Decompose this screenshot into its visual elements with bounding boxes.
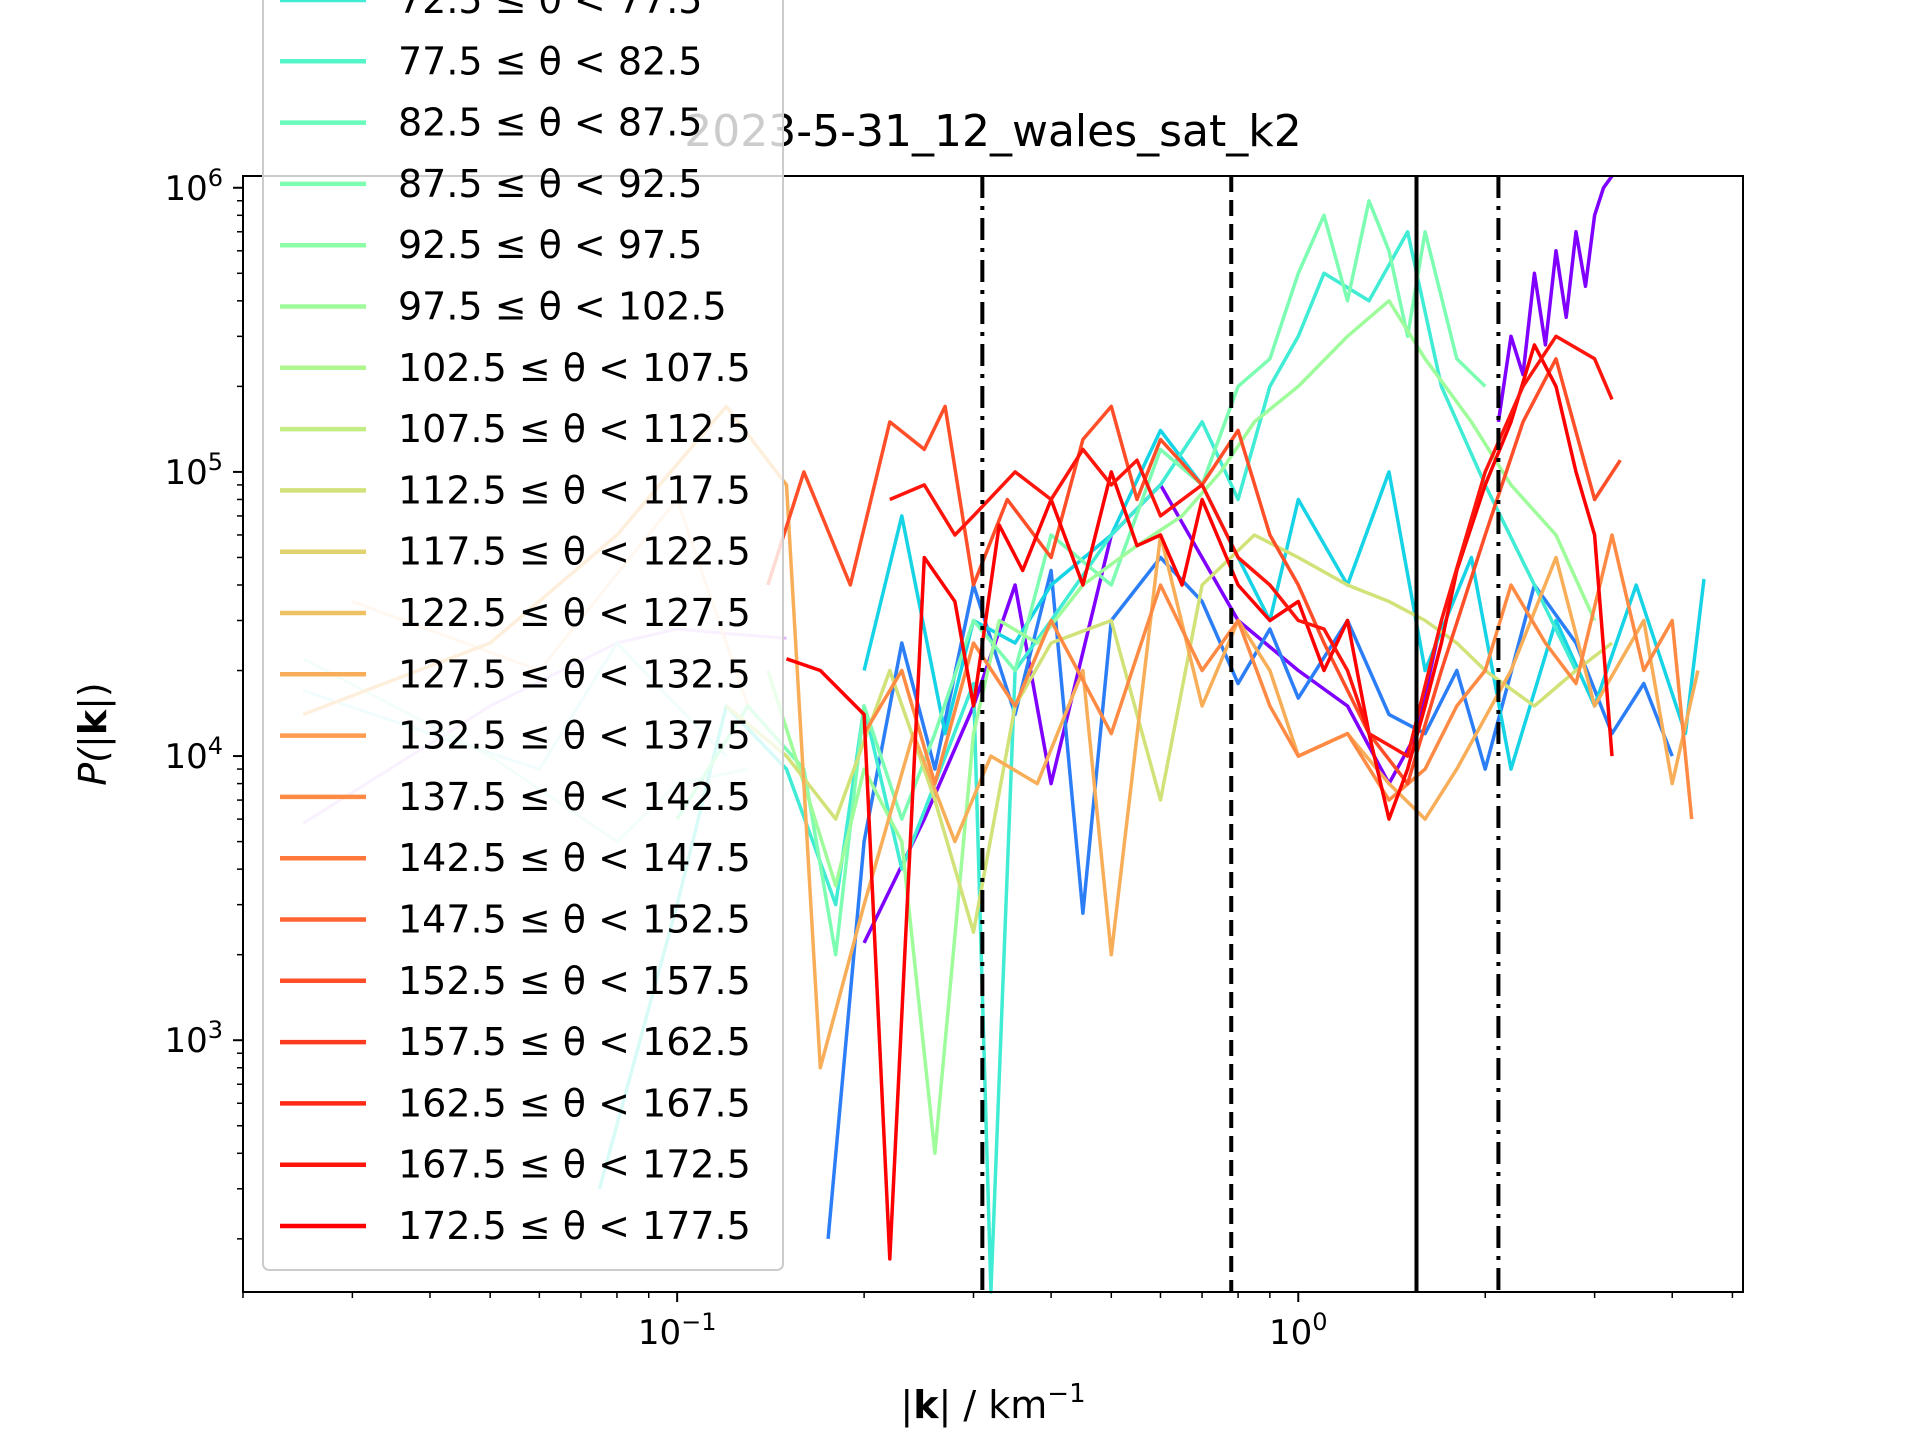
legend-label: 77.5 ≤ θ < 82.5 (398, 39, 702, 83)
y-ticks: 103 104 105 106 (164, 164, 243, 1240)
x-tick-label: 10−1 (638, 1308, 717, 1353)
y-axis-label: P(|k|) (71, 682, 116, 785)
legend-label: 112.5 ≤ θ < 117.5 (398, 468, 751, 512)
legend-label: 157.5 ≤ θ < 162.5 (398, 1020, 751, 1064)
series-line-yellowgreen (725, 533, 1614, 934)
legend-label: 142.5 ≤ θ < 147.5 (398, 836, 751, 880)
reference-lines (980, 176, 1501, 1292)
y-tick-label: 104 (164, 732, 223, 777)
legend-label: 72.5 ≤ θ < 77.5 (398, 0, 702, 22)
legend-label: 162.5 ≤ θ < 167.5 (398, 1081, 751, 1125)
legend-label: 137.5 ≤ θ < 142.5 (398, 775, 751, 819)
series-line-purple (1496, 174, 1614, 423)
legend-label: 97.5 ≤ θ < 102.5 (398, 285, 727, 329)
legend: 72.5 ≤ θ < 77.5 77.5 ≤ θ < 82.5 82.5 ≤ θ <… (262, 0, 784, 1271)
series-line-red2 (889, 334, 1614, 758)
legend-label: 117.5 ≤ θ < 122.5 (398, 530, 751, 574)
legend-label: 87.5 ≤ θ < 92.5 (398, 162, 702, 206)
series-line-red (785, 343, 1614, 1261)
series-line-teal (597, 230, 1578, 1294)
legend-label: 107.5 ≤ θ < 112.5 (398, 407, 751, 451)
legend-entries: 72.5 ≤ θ < 77.5 77.5 ≤ θ < 82.5 82.5 ≤ θ <… (280, 0, 751, 1248)
plot-frame (242, 175, 1744, 1293)
legend-label: 92.5 ≤ θ < 97.5 (398, 223, 702, 267)
series-line-mint (675, 199, 1487, 957)
series-line-lightgreen (766, 299, 1597, 1156)
legend-label: 127.5 ≤ θ < 132.5 (398, 652, 751, 696)
x-ticks: 10−1 100 (242, 1292, 1734, 1353)
y-tick-label: 103 (164, 1016, 223, 1061)
legend-label: 147.5 ≤ θ < 152.5 (398, 898, 751, 942)
x-axis-label: |k| / km−1 (900, 1379, 1085, 1428)
legend-label: 172.5 ≤ θ < 177.5 (398, 1204, 751, 1248)
series-line-lightorange (302, 404, 1700, 1070)
series-line-redorange (766, 357, 1622, 786)
legend-label: 132.5 ≤ θ < 137.5 (398, 714, 751, 758)
chart-title: 2023-5-31_12_wales_sat_k2 (684, 106, 1301, 157)
legend-label: 102.5 ≤ θ < 107.5 (398, 346, 751, 390)
y-tick-label: 106 (164, 164, 223, 209)
y-tick-label: 105 (164, 448, 223, 493)
legend-label: 82.5 ≤ θ < 87.5 (398, 101, 702, 145)
series-layer (302, 174, 1706, 1294)
legend-label: 152.5 ≤ θ < 157.5 (398, 959, 751, 1003)
legend-frame (262, 0, 784, 1271)
legend-label: 122.5 ≤ θ < 127.5 (398, 591, 751, 635)
x-tick-label: 100 (1269, 1308, 1328, 1353)
legend-label: 167.5 ≤ θ < 172.5 (398, 1143, 751, 1187)
series-line-orange (862, 533, 1694, 820)
